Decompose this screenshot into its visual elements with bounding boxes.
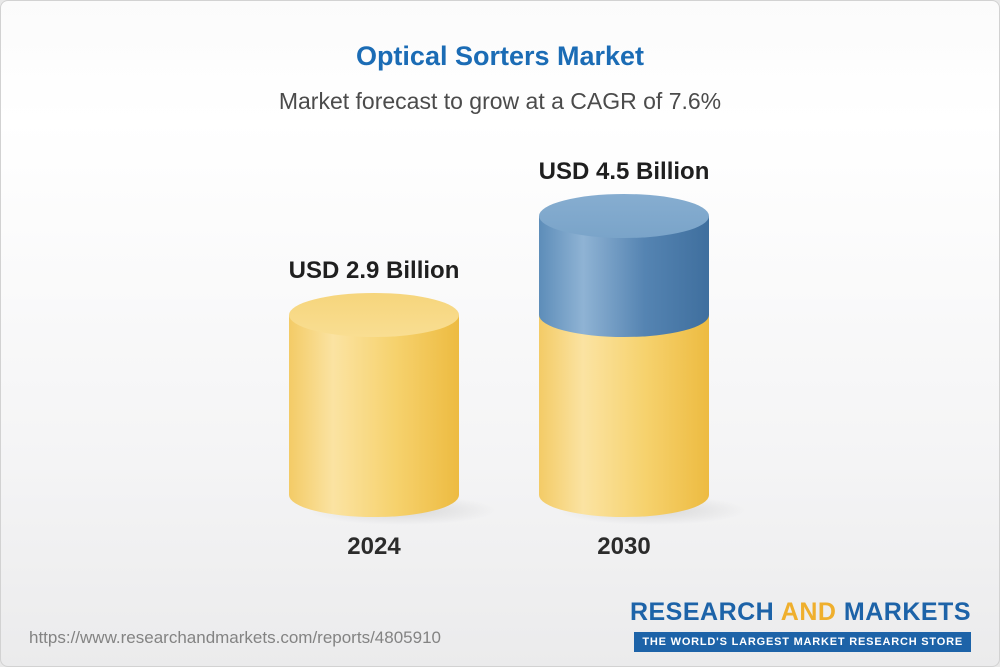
- research-and-markets-logo[interactable]: RESEARCH AND MARKETS THE WORLD'S LARGEST…: [630, 598, 971, 652]
- bar-value-label-2030: USD 4.5 Billion: [538, 158, 710, 186]
- cylinder-2024: [289, 293, 497, 525]
- logo-tagline: THE WORLD'S LARGEST MARKET RESEARCH STOR…: [634, 632, 971, 652]
- bar-segment-2030-growth: [539, 194, 709, 338]
- cylinder-2030: [539, 194, 747, 525]
- x-axis-label-2024: 2024: [347, 533, 401, 560]
- report-url-link[interactable]: https://www.researchandmarkets.com/repor…: [29, 628, 441, 647]
- chart-subtitle: Market forecast to grow at a CAGR of 7.6…: [278, 88, 722, 114]
- cylinder-cap: [289, 293, 459, 338]
- bar-segment-2030-base: [539, 315, 709, 517]
- x-axis-label-2030: 2030: [597, 533, 651, 560]
- logo-wordmark: RESEARCH AND MARKETS: [630, 598, 971, 627]
- bar-value-label-2024: USD 2.9 Billion: [288, 257, 460, 285]
- chart-header: Optical Sorters Market Market forecast t…: [1, 41, 999, 115]
- bar-group-2030: USD 4.5 Billion 2030: [538, 158, 747, 561]
- cylinder-cap: [539, 194, 709, 239]
- bar-group-2024: USD 2.9 Billion 2024: [288, 257, 497, 561]
- page-title: Optical Sorters Market: [355, 41, 645, 71]
- logo-word-research: RESEARCH: [629, 598, 775, 626]
- logo-word-markets: MARKETS: [843, 598, 971, 626]
- logo-word-and: AND: [780, 598, 837, 626]
- bar-segment-2024-current: [289, 293, 459, 517]
